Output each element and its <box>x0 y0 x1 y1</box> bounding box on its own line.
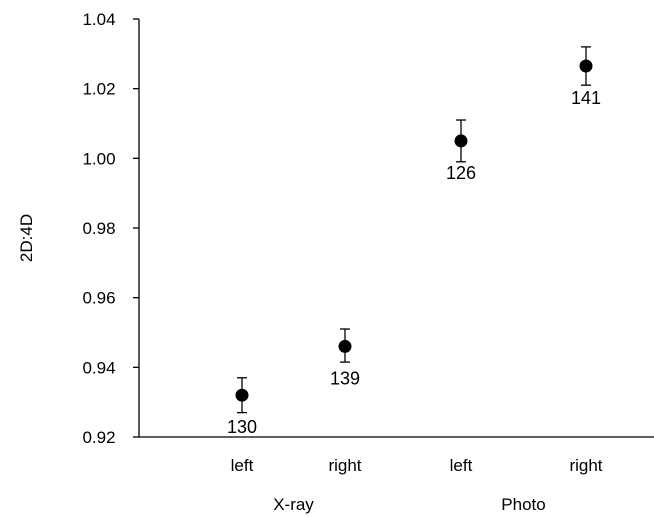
y-tick-label: 1.02 <box>82 80 115 99</box>
data-point <box>235 388 249 402</box>
data-point-group: 126 <box>446 119 476 183</box>
x-category-labels: left right left right <box>231 456 603 475</box>
data-point-group: 130 <box>227 377 257 437</box>
y-tick-label: 0.92 <box>82 428 115 447</box>
y-axis: 0.92 0.94 0.96 0.98 1.00 1.02 1.04 <box>82 10 140 447</box>
y-tick-label: 0.94 <box>82 358 115 377</box>
data-point <box>338 339 352 353</box>
y-tick-label: 0.96 <box>82 289 115 308</box>
x-category-label: left <box>450 456 473 475</box>
data-point <box>579 59 593 73</box>
x-category-label: right <box>328 456 361 475</box>
x-group-labels: X-ray Photo <box>273 495 546 514</box>
sample-size-label: 139 <box>330 368 360 388</box>
sample-size-label: 126 <box>446 163 476 183</box>
x-group-label: Photo <box>501 495 545 514</box>
y-tick-label: 1.00 <box>82 149 115 168</box>
data-points: 130 139 126 141 <box>227 46 601 437</box>
x-category-label: left <box>231 456 254 475</box>
x-group-label: X-ray <box>273 495 314 514</box>
y-ticks: 0.92 0.94 0.96 0.98 1.00 1.02 1.04 <box>82 10 139 447</box>
x-category-label: right <box>569 456 602 475</box>
y-axis-title: 2D:4D <box>17 214 36 262</box>
sample-size-label: 141 <box>571 88 601 108</box>
data-point-group: 139 <box>330 328 360 388</box>
sample-size-label: 130 <box>227 417 257 437</box>
data-point <box>454 134 468 148</box>
x-axis: left right left right X-ray Photo <box>139 436 654 514</box>
y-tick-label: 1.04 <box>82 10 115 29</box>
data-point-group: 141 <box>571 46 601 108</box>
y-tick-label: 0.98 <box>82 219 115 238</box>
